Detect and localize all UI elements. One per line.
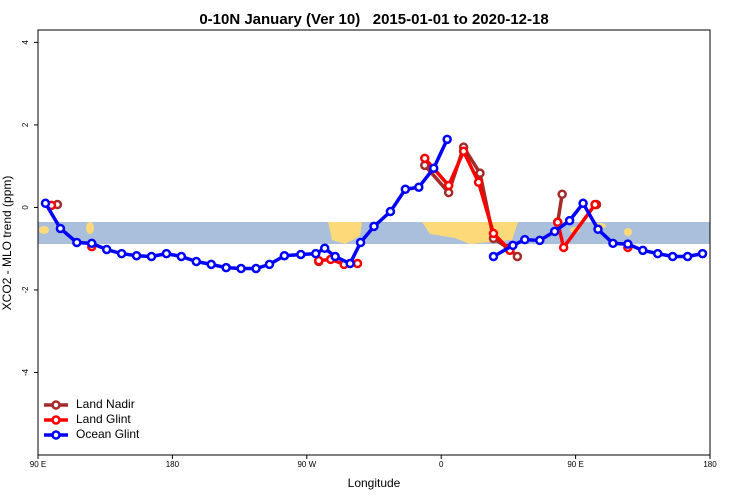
- point: [488, 251, 499, 262]
- legend-label: Land Nadir: [76, 397, 135, 411]
- x-axis-label: Longitude: [348, 476, 401, 490]
- x-tick-label: 90 W: [297, 460, 316, 469]
- y-tick-label: -4: [21, 368, 30, 376]
- point: [355, 237, 366, 248]
- point: [682, 251, 693, 262]
- point: [345, 258, 355, 269]
- point: [508, 240, 518, 251]
- legend-marker: [51, 430, 61, 440]
- y-axis-label: XCO2 - MLO trend (ppm): [0, 176, 14, 311]
- point: [420, 153, 430, 164]
- point: [55, 223, 66, 234]
- point: [296, 249, 306, 260]
- point: [330, 251, 340, 262]
- x-tick-label: 180: [703, 460, 717, 469]
- y-tick-label: 2: [21, 122, 30, 127]
- point: [161, 248, 172, 259]
- point: [458, 146, 469, 157]
- point: [87, 238, 97, 249]
- point: [146, 251, 157, 262]
- point: [638, 245, 648, 256]
- point: [414, 182, 424, 192]
- point: [116, 248, 127, 259]
- y-tick-label: 0: [21, 205, 30, 210]
- series-line: [43, 138, 703, 271]
- x-tick-label: 90 E: [30, 460, 46, 469]
- point: [557, 189, 567, 199]
- point: [101, 244, 112, 255]
- point: [428, 163, 439, 173]
- point: [443, 180, 454, 191]
- point: [352, 258, 363, 269]
- point: [385, 206, 396, 217]
- legend-marker: [51, 400, 61, 410]
- plot-frame: [37, 29, 711, 456]
- point: [369, 221, 379, 232]
- point: [311, 248, 321, 259]
- point: [578, 198, 588, 209]
- point: [264, 259, 275, 270]
- point: [652, 248, 663, 259]
- point: [535, 235, 545, 246]
- point: [221, 262, 231, 273]
- x-tick-label: 90 E: [567, 460, 583, 469]
- point: [442, 134, 452, 145]
- point: [488, 228, 499, 239]
- point: [319, 243, 330, 254]
- point: [667, 251, 678, 262]
- point: [191, 256, 202, 267]
- point: [251, 263, 261, 274]
- point: [400, 184, 411, 195]
- point: [206, 259, 216, 270]
- point: [473, 177, 484, 188]
- legend-label: Ocean Glint: [76, 427, 140, 441]
- point: [512, 251, 523, 262]
- point: [623, 239, 633, 249]
- point: [72, 237, 82, 248]
- point: [608, 238, 618, 249]
- point: [176, 251, 187, 262]
- x-tick-label: 0: [439, 460, 444, 469]
- x-tick-label: 180: [166, 460, 180, 469]
- point: [236, 263, 246, 274]
- y-tick-label: -2: [21, 286, 30, 294]
- legend-label: Land Glint: [76, 412, 131, 426]
- point: [564, 215, 575, 226]
- legend-marker: [51, 415, 61, 425]
- chart-title: 0-10N January (Ver 10) 2015-01-01 to 202…: [199, 11, 548, 28]
- point: [558, 242, 569, 253]
- point: [520, 234, 530, 245]
- y-tick-label: 4: [21, 40, 30, 45]
- point: [590, 199, 600, 210]
- point: [552, 217, 563, 228]
- point: [593, 224, 603, 235]
- point: [475, 168, 485, 178]
- point: [697, 248, 708, 259]
- point: [131, 250, 142, 261]
- point: [40, 198, 51, 209]
- point: [549, 226, 560, 237]
- point: [279, 250, 290, 261]
